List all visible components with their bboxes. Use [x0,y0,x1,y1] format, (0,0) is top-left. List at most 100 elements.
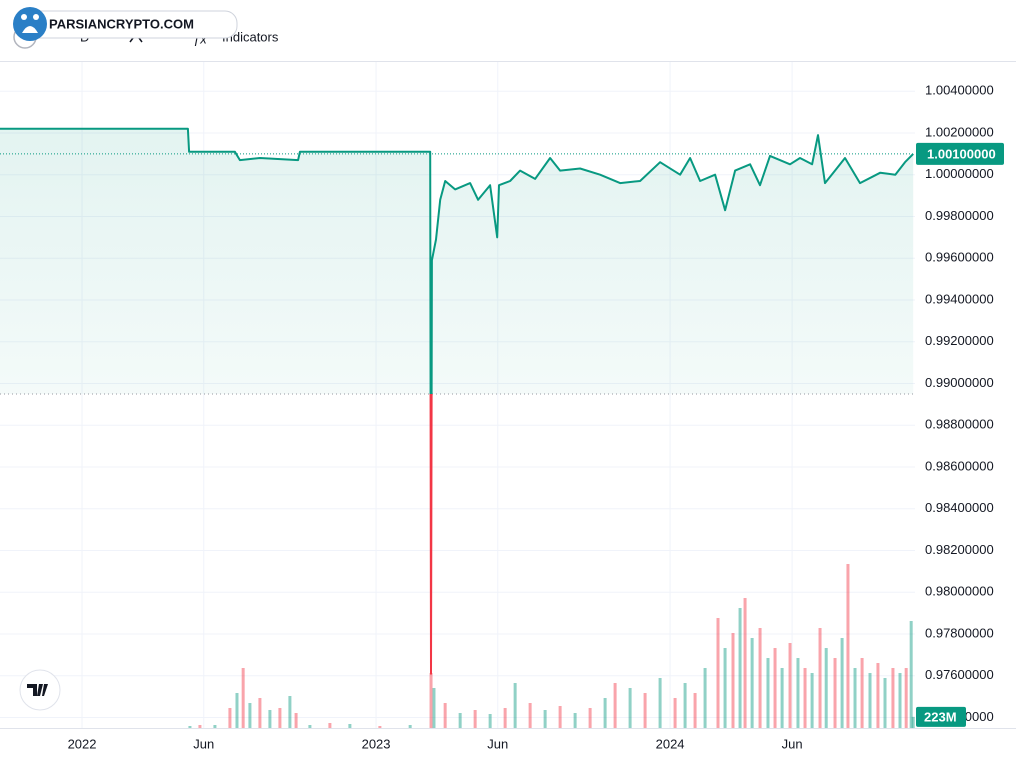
y-tick-label: 0.99200000 [925,333,994,348]
volume-bar [268,710,272,728]
volume-bar [909,621,913,728]
volume-bar [738,608,742,728]
volume-bar [683,683,687,728]
volume-bar [613,683,617,728]
volume-bar [443,703,447,728]
volume-bar [408,725,412,728]
volume-bar [803,668,807,728]
volume-bar [258,698,262,728]
toolbar: D ƒx Indicators PARSIANCRYPTO.COM [13,7,279,49]
watermark-logo [13,7,47,41]
volume-bar [248,703,252,728]
watermark-logo-dot [21,14,27,20]
y-tick-label: 0.97600000 [925,667,994,682]
volume-bar [348,724,352,728]
volume-bar [891,668,895,728]
volume-bar [473,710,477,728]
y-tick-label: 0.97800000 [925,625,994,640]
volume-bar [788,643,792,728]
volume-bar [796,658,800,728]
y-tick-label: 1.00400000 [925,83,994,98]
y-tick-label: 0.99600000 [925,250,994,265]
y-tick-label: 0.99000000 [925,375,994,390]
tradingview-logo [19,669,61,711]
y-tick-label: 0.98800000 [925,417,994,432]
volume-bar [513,683,517,728]
volume-bar [643,693,647,728]
volume-bar [488,714,492,728]
volume-bar [758,628,762,728]
volume-bar [780,668,784,728]
volume-bar [846,564,850,728]
volume-bar [432,688,436,728]
volume-bar [904,668,908,728]
indicators-button[interactable]: Indicators [222,29,279,44]
volume-bar [810,673,814,728]
y-tick-label: 1.00000000 [925,166,994,181]
x-tick-label: 2024 [656,736,685,751]
volume-bar [868,673,872,728]
volume-bar [213,725,217,728]
volume-bar [458,713,462,728]
volume-bar [294,713,298,728]
volume-bar [308,725,312,728]
x-tick-label: Jun [487,736,508,751]
volume-bar [673,698,677,728]
volume-bar [824,648,828,728]
volume-bar [818,628,822,728]
volume-bar [883,678,887,728]
logo-mark [27,684,48,696]
volume-bar [911,716,915,728]
volume-bar [693,693,697,728]
volume-bar [328,723,332,728]
volume-bar [743,598,747,728]
volume-last-label: 223M [924,709,957,724]
watermark-logo-shape [22,26,38,33]
volume-bar [278,708,282,728]
volume-bar [833,658,837,728]
y-tick-label: 0.98400000 [925,500,994,515]
volume-bar [429,673,433,728]
baseline-area [0,128,914,674]
volume-bar [288,696,292,728]
volume-bar [188,726,192,728]
volume-bar [860,658,864,728]
volume-bar [528,703,532,728]
volume-bar [235,693,239,728]
volume-bar [558,706,562,728]
watermark-logo-dot [33,14,39,20]
volume-bar [198,725,202,728]
volume-bar [573,713,577,728]
volume-bar [228,708,232,728]
y-tick-label: 0.98000000 [925,584,994,599]
y-tick-label: 0.98600000 [925,458,994,473]
y-tick-label: 0.99800000 [925,208,994,223]
volume-bar [378,726,382,728]
volume-bar [723,648,727,728]
volume-bar [876,663,880,728]
watermark-text: PARSIANCRYPTO.COM [49,16,194,31]
volume-bar [853,668,857,728]
volume-bar [628,688,632,728]
volume-bar [503,708,507,728]
x-tick-label: Jun [782,736,803,751]
volume-bar [750,638,754,728]
y-tick-label: 0.99400000 [925,291,994,306]
volume-bar [773,648,777,728]
volume-bar [658,678,662,728]
last-price-label: 1.00100000 [927,146,996,161]
volume-bar [588,708,592,728]
volume-bar [241,668,245,728]
x-tick-label: 2023 [362,736,391,751]
x-tick-label: 2022 [68,736,97,751]
volume-bar [703,668,707,728]
volume-bar [543,710,547,728]
volume-bar [731,633,735,728]
volume-bar [603,698,607,728]
volume-bar [716,618,720,728]
volume-last-box [916,706,966,727]
x-tick-label: Jun [193,736,214,751]
y-tick-label: 1.00200000 [925,124,994,139]
last-price-box [916,142,1004,165]
